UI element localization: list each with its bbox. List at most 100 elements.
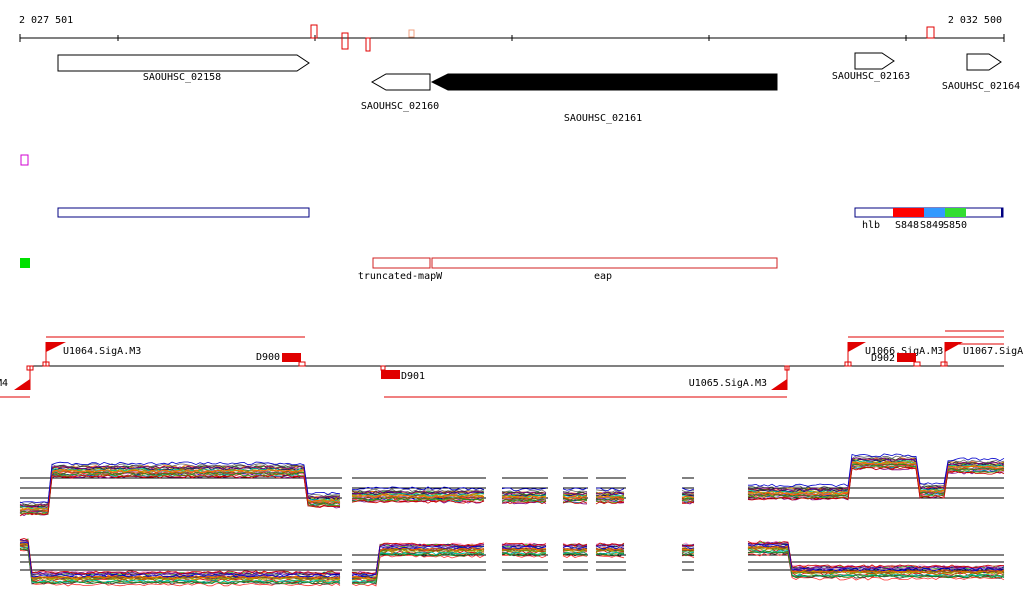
- promoter-U1065[interactable]: U1065.SigA.M3: [689, 366, 788, 390]
- terminator-label: D900: [256, 352, 280, 363]
- expression-profile-line: [20, 540, 341, 577]
- promoter-M4[interactable]: M4: [0, 366, 31, 390]
- gene-arrow-SAOUHSC_02158[interactable]: SAOUHSC_02158: [57, 54, 310, 83]
- segment-S849[interactable]: [924, 208, 945, 217]
- expression-profile-line: [351, 491, 485, 496]
- track-color-swatch-magenta: [20, 154, 29, 166]
- expression-profile-line: [501, 542, 547, 547]
- expression-profile-line: [595, 489, 625, 494]
- expression-profile-line: [681, 497, 695, 501]
- expression-profile-line: [681, 501, 695, 504]
- expression-profile-line: [19, 538, 341, 575]
- expression-profile-line: [501, 491, 547, 495]
- expression-profile-line: [681, 494, 695, 497]
- expression-profile-line: [595, 555, 625, 559]
- terminator-D901[interactable]: D901: [381, 370, 425, 382]
- expression-profile-line: [562, 545, 588, 549]
- gene-label: SAOUHSC_02160: [361, 101, 439, 112]
- expression-profile-line: [562, 553, 588, 556]
- expression-profile-line: [19, 465, 341, 507]
- expression-profile-line: [562, 489, 588, 494]
- expression-profile-line: [501, 487, 547, 492]
- expression-profile-line: [595, 548, 625, 552]
- expression-profile-line: [681, 496, 695, 499]
- expression-profile-line: [501, 552, 547, 557]
- expression-profile-line: [501, 491, 547, 496]
- expression-profile-line: [681, 554, 695, 559]
- segment-label-S849: S849: [920, 220, 944, 231]
- expression-profile-line: [19, 547, 341, 585]
- expression-profile-line: [747, 543, 1005, 572]
- expression-profile-line: [595, 487, 625, 492]
- expression-profile-line: [19, 538, 341, 575]
- gene-arrow-SAOUHSC_02161[interactable]: SAOUHSC_02161: [430, 73, 778, 124]
- expression-profile-line: [351, 488, 485, 493]
- expression-profile-line: [19, 461, 341, 504]
- expression-profile-line: [351, 552, 485, 585]
- promoter-label: M4: [0, 378, 8, 389]
- expression-profile-line: [681, 544, 695, 547]
- gene-track: SAOUHSC_02158 SAOUHSC_02160 SAOUHSC_0216…: [57, 52, 1020, 124]
- expression-profile-line: [19, 549, 341, 587]
- expression-profile-line: [595, 497, 625, 501]
- expression-profile-line: [351, 490, 485, 495]
- terminator-D900[interactable]: D900: [256, 352, 301, 363]
- expression-profile-line: [747, 461, 1005, 496]
- expression-profile-line: [19, 539, 340, 576]
- expression-profile-line: [351, 496, 484, 500]
- annotation-truncated-mapW[interactable]: [372, 257, 431, 269]
- promoter-U1066[interactable]: U1066.SigA.M3: [847, 342, 943, 366]
- annotation-eap[interactable]: [431, 257, 778, 269]
- promoter-U1067[interactable]: U1067.SigA: [944, 342, 1023, 366]
- expression-profile-line: [747, 542, 1005, 570]
- expression-profile-line: [747, 461, 1005, 495]
- ruler-start-label: 2 027 501: [19, 15, 73, 26]
- expression-profile-line: [19, 546, 341, 584]
- expression-profile-line: [351, 499, 485, 504]
- segment-box[interactable]: [57, 207, 310, 218]
- expression-profile-line: [19, 474, 341, 517]
- promoter-label: U1066.SigA.M3: [865, 346, 943, 357]
- gene-arrow-SAOUHSC_02160[interactable]: SAOUHSC_02160: [361, 73, 439, 112]
- expression-profile-line: [681, 497, 695, 502]
- terminator-D902[interactable]: D902: [871, 353, 916, 364]
- expression-profile-line: [747, 542, 1005, 570]
- regulatory-track: U1064.SigA.M3 M4 U1065.SigA.M3 U1066.Sig…: [0, 330, 1023, 398]
- expression-profile-line: [501, 552, 547, 556]
- expression-profile-line: [562, 487, 588, 491]
- promoter-U1064[interactable]: U1064.SigA.M3: [45, 342, 141, 366]
- expression-profile-line: [681, 490, 695, 493]
- coordinate-ruler: 2 027 501 2 032 500: [19, 15, 1005, 52]
- expression-profile-line: [562, 542, 588, 547]
- terminator-label: D902: [871, 353, 895, 364]
- expression-profile-line: [501, 549, 547, 553]
- expression-profile-line: [351, 551, 485, 583]
- expression-profile-line: [682, 499, 695, 503]
- expression-profile-line: [681, 549, 695, 552]
- track-color-swatch-green: [20, 258, 30, 268]
- expression-profile-line: [681, 495, 695, 499]
- expression-profile-line: [351, 494, 484, 499]
- expression-profile-line: [595, 495, 624, 499]
- expression-profile-line: [562, 553, 588, 557]
- gene-arrow-SAOUHSC_02163[interactable]: SAOUHSC_02163: [832, 52, 910, 82]
- expression-profile-line: [681, 547, 695, 551]
- gene-arrow-SAOUHSC_02164[interactable]: SAOUHSC_02164: [942, 53, 1020, 92]
- expression-profile-line: [747, 457, 1005, 491]
- expression-profile-line: [501, 500, 547, 505]
- expression-profile-line: [19, 473, 341, 516]
- expression-profile-line: [681, 487, 695, 491]
- expression-profile-line: [19, 542, 341, 579]
- expression-profile-line: [351, 547, 485, 580]
- expression-profile-line: [595, 542, 625, 547]
- expression-profile-line: [681, 545, 695, 550]
- expression-profile-line: [351, 542, 485, 575]
- gene-label: SAOUHSC_02164: [942, 81, 1020, 92]
- expression-profile-line: [351, 493, 485, 497]
- expression-profile-line: [747, 464, 1005, 499]
- segment-S848[interactable]: [893, 208, 924, 217]
- segment-S850[interactable]: [945, 208, 966, 217]
- expression-profile-line: [351, 547, 485, 579]
